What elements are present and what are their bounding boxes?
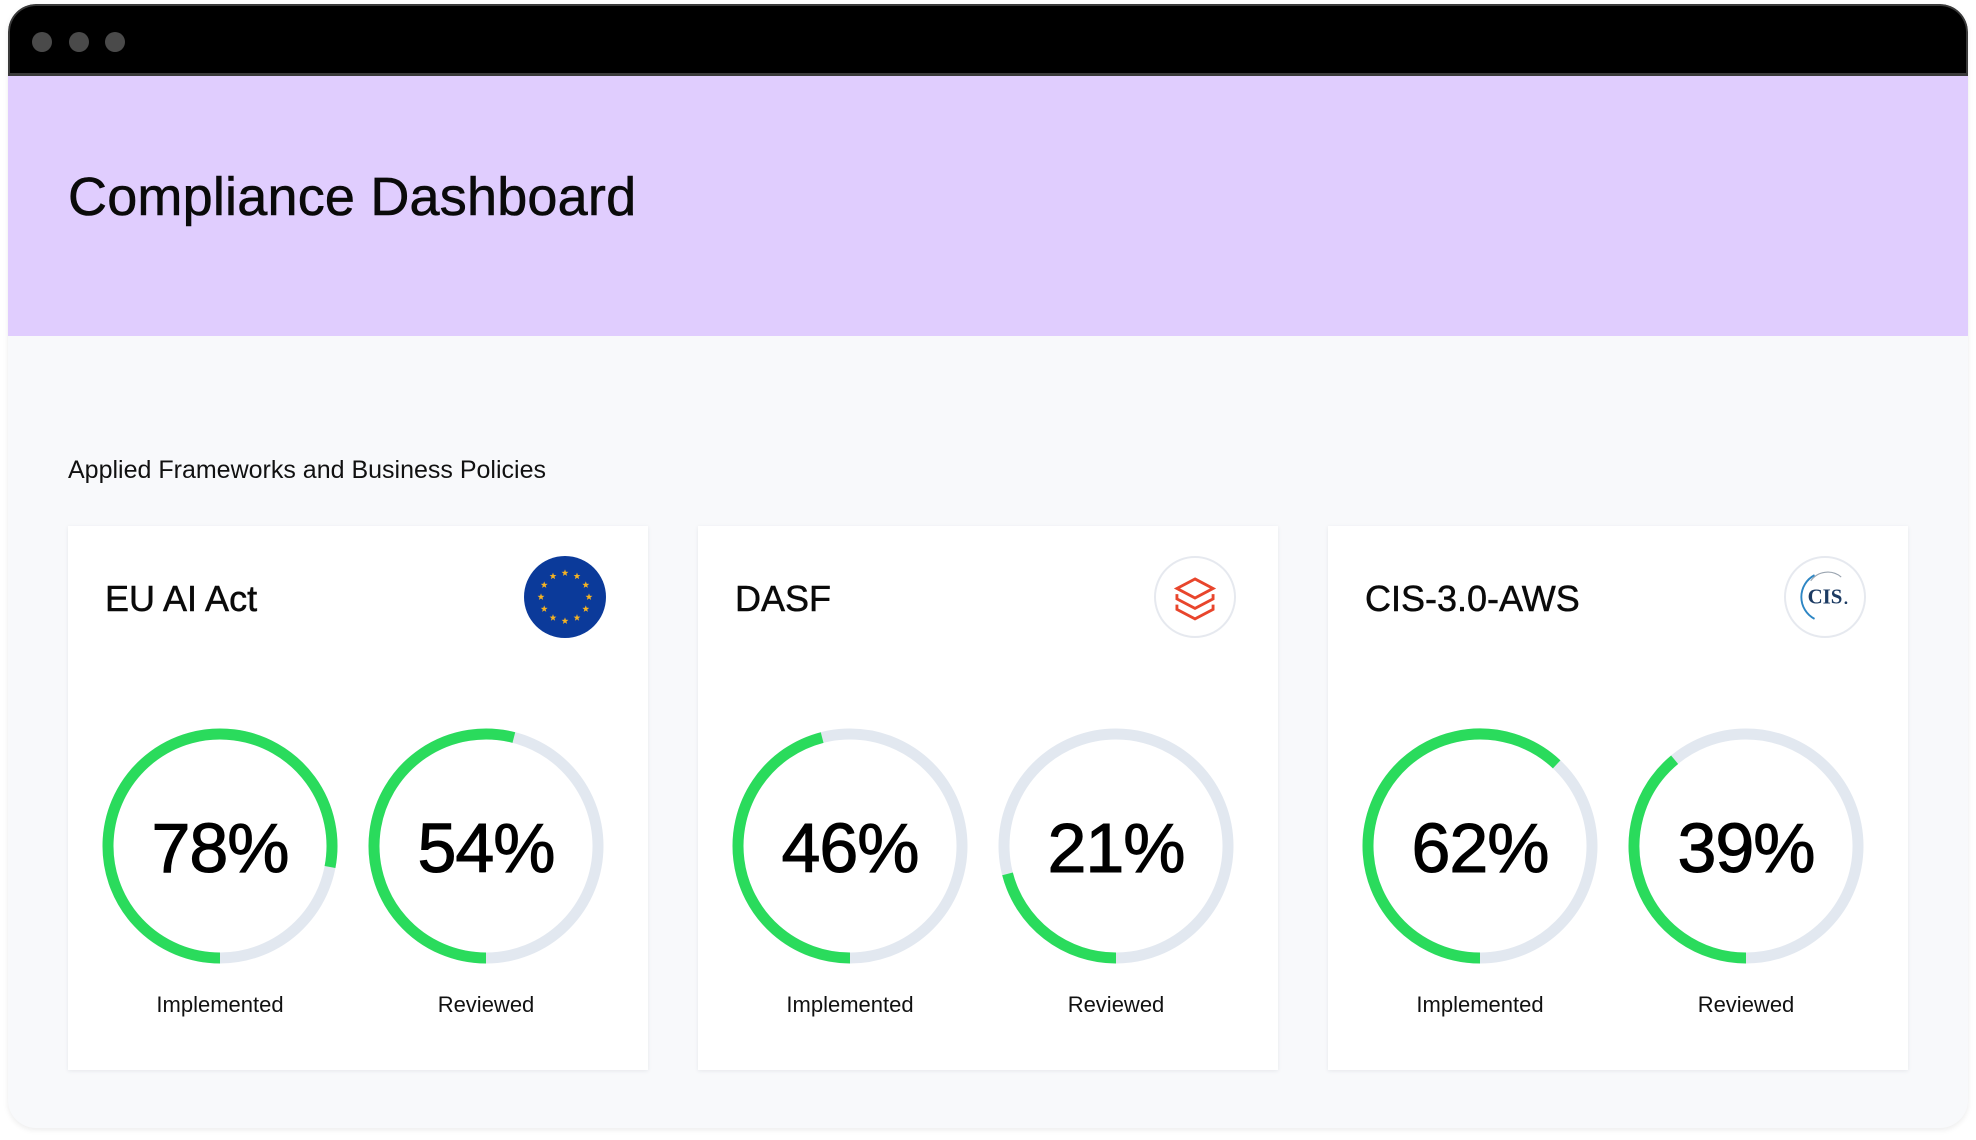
gauge-label: Reviewed (1697, 992, 1795, 1017)
framework-card-eu-ai-act[interactable]: EU AI Act 78% Implemented 54% Reviewed (68, 526, 648, 1070)
section-title: Applied Frameworks and Business Policies (68, 456, 546, 484)
eu-star-icon (549, 572, 557, 580)
cis-logo-icon: CIS (1784, 556, 1866, 638)
eu-star-icon (537, 593, 545, 600)
framework-title: EU AI Act (105, 578, 258, 620)
gauge-label: Reviewed (437, 992, 535, 1017)
gauge-label: Implemented (1416, 992, 1544, 1017)
gauge-progress-arc (1628, 755, 1747, 964)
gauge-label: Implemented (786, 992, 914, 1017)
framework-card-cis-3-0-aws[interactable]: CIS-3.0-AWS CIS 62% Implemented 39% R (1328, 526, 1908, 1070)
databricks-stack-icon (1154, 556, 1236, 638)
gauge-implemented: 78% (100, 726, 340, 966)
eu-star-icon (561, 569, 569, 576)
eu-star-icon (540, 605, 548, 612)
eu-flag-icon (524, 556, 606, 638)
gauge-value: 78% (151, 809, 290, 888)
gauge-progress-arc (1362, 728, 1561, 964)
page-title: Compliance Dashboard (68, 167, 637, 228)
eu-star-icon (540, 581, 548, 588)
cis-logo-text: CIS (1808, 585, 1843, 609)
gauge-progress-arc (1002, 872, 1117, 964)
gauge-reviewed: 21% (996, 726, 1236, 966)
eu-star-icon (549, 614, 557, 621)
gauge-reviewed: 39% (1626, 726, 1866, 966)
gauge-value: 46% (781, 809, 920, 888)
window-titlebar (8, 4, 1968, 76)
framework-card-dasf[interactable]: DASF 46% Implemented 21% (698, 526, 1278, 1070)
app-window: Compliance Dashboard Applied Frameworks … (8, 4, 1968, 1128)
gauge-progress-arc (368, 728, 516, 964)
gauge-label: Implemented (156, 992, 284, 1017)
eu-star-icon (582, 605, 590, 612)
eu-star-icon (573, 572, 581, 580)
gauge-value: 62% (1411, 809, 1550, 888)
eu-star-icon (561, 617, 569, 624)
eu-star-icon (585, 593, 593, 600)
eu-star-icon (582, 581, 590, 588)
gauge-value: 39% (1677, 809, 1816, 888)
gauge-progress-arc (102, 728, 338, 964)
gauge-value: 21% (1047, 809, 1186, 888)
window-close-dot[interactable] (32, 32, 52, 52)
gauge-progress-arc (732, 732, 851, 964)
framework-title: CIS-3.0-AWS (1365, 578, 1580, 620)
gauge-label: Reviewed (1067, 992, 1165, 1017)
gauge-value: 54% (417, 809, 556, 888)
framework-title: DASF (735, 578, 832, 620)
window-maximize-dot[interactable] (105, 32, 125, 52)
eu-star-icon (573, 614, 581, 621)
gauge-implemented: 62% (1360, 726, 1600, 966)
header-banner (8, 76, 1968, 336)
gauge-reviewed: 54% (366, 726, 606, 966)
window-minimize-dot[interactable] (69, 32, 89, 52)
gauge-implemented: 46% (730, 726, 970, 966)
